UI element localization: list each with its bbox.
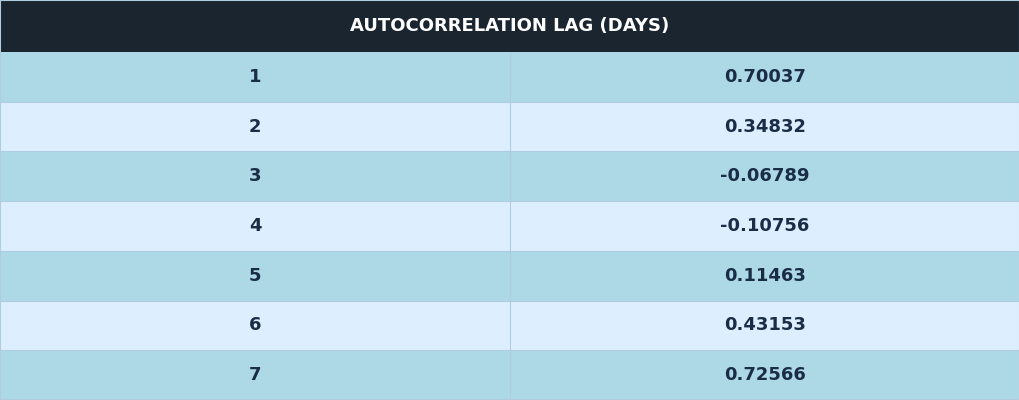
Text: 5: 5 — [249, 267, 261, 285]
Text: 0.43153: 0.43153 — [723, 316, 805, 334]
FancyBboxPatch shape — [510, 152, 1019, 201]
Text: 2: 2 — [249, 118, 261, 136]
FancyBboxPatch shape — [510, 251, 1019, 300]
FancyBboxPatch shape — [0, 201, 510, 251]
Text: 0.11463: 0.11463 — [723, 267, 805, 285]
FancyBboxPatch shape — [0, 52, 510, 102]
FancyBboxPatch shape — [0, 102, 510, 152]
Text: 7: 7 — [249, 366, 261, 384]
Text: 0.72566: 0.72566 — [723, 366, 805, 384]
FancyBboxPatch shape — [510, 52, 1019, 102]
FancyBboxPatch shape — [0, 300, 510, 350]
FancyBboxPatch shape — [510, 350, 1019, 400]
Text: 0.34832: 0.34832 — [723, 118, 805, 136]
Text: 0.70037: 0.70037 — [723, 68, 805, 86]
Text: -0.10756: -0.10756 — [719, 217, 809, 235]
Text: AUTOCORRELATION LAG (DAYS): AUTOCORRELATION LAG (DAYS) — [351, 17, 668, 35]
Text: -0.06789: -0.06789 — [719, 167, 809, 185]
Text: 3: 3 — [249, 167, 261, 185]
Text: 1: 1 — [249, 68, 261, 86]
FancyBboxPatch shape — [510, 102, 1019, 152]
FancyBboxPatch shape — [0, 350, 510, 400]
FancyBboxPatch shape — [510, 300, 1019, 350]
Text: 6: 6 — [249, 316, 261, 334]
FancyBboxPatch shape — [0, 152, 510, 201]
FancyBboxPatch shape — [0, 251, 510, 300]
FancyBboxPatch shape — [510, 201, 1019, 251]
Text: 4: 4 — [249, 217, 261, 235]
FancyBboxPatch shape — [0, 0, 1019, 52]
